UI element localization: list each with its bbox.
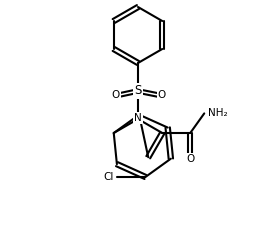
Text: NH₂: NH₂ [208,108,228,118]
Text: N: N [134,113,142,123]
Text: S: S [134,84,142,98]
Text: O: O [158,90,166,100]
Text: O: O [111,90,119,100]
Text: Cl: Cl [103,172,113,182]
Text: O: O [186,154,194,164]
